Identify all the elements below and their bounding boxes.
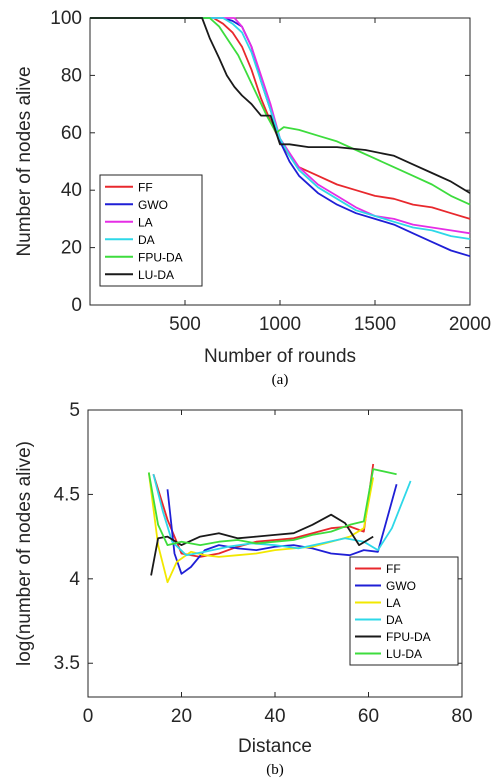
chart-b-x-tick-label: 80 [451,706,472,727]
chart-a-series-line-da [90,17,471,240]
chart-a-x-axis-label: Number of rounds [204,346,356,367]
chart-b-x-tick-label: 20 [171,706,192,727]
chart-a-y-tick-label: 0 [71,295,82,316]
chart-b-x-tick-label: 0 [83,706,94,727]
chart-a-x-tick-label: 1000 [259,314,301,335]
chart-a-y-tick-label: 60 [61,123,82,144]
chart-b-legend [349,556,459,666]
chart-b-y-tick-label: 4.5 [54,484,80,505]
chart-b-y-tick-label: 4 [69,569,80,590]
chart-b-legend-entry: LA [386,596,401,610]
chart-b-x-axis-label: Distance [238,736,312,757]
chart-b-y-axis-label: log(number of nodes alive) [14,441,35,666]
chart-a-y-axis-label: Number of nodes alive [14,66,35,256]
chart-b-legend-entry: DA [386,613,403,627]
chart-b-caption: (b) [266,762,284,778]
chart-a-legend-entry: DA [138,233,155,247]
chart-a-y-tick-label: 100 [50,8,82,29]
chart-a-y-tick-label: 40 [61,180,82,201]
chart-a-legend-entry: GWO [138,198,168,212]
chart-a-series-line-la [90,17,471,235]
chart-a-x-tick-label: 1500 [354,314,396,335]
chart-a: 500 1000 1500 2000 0 20 40 60 80 100 Number of rou… [14,8,491,388]
chart-b-x-tick-label: 40 [264,706,285,727]
chart-a-x-tick-label: 500 [169,314,201,335]
chart-a-legend-entry: FPU-DA [138,250,183,264]
chart-a-series-line-lu-da [90,17,471,194]
chart-a-legend-entry: LA [138,215,153,229]
chart-b-series-line-da [152,473,412,557]
chart-a-legend [99,174,203,287]
chart-a-series-line-fpu-da [90,17,471,206]
chart-b: 0 20 40 60 80 3.5 4 4.5 5 Distance log(number of n… [14,400,473,778]
chart-a-y-tick-label: 80 [61,65,82,86]
chart-b-legend-entry: FF [386,562,401,576]
chart-a-legend-entry: LU-DA [138,268,174,282]
chart-b-legend-entry: LU-DA [386,647,422,661]
chart-b-y-tick-label: 5 [69,400,80,421]
chart-b-x-tick-label: 60 [358,706,379,727]
chart-b-series-group [147,463,412,584]
chart-a-caption: (a) [272,372,289,388]
chart-a-series-group [90,17,471,258]
chart-b-legend-entry: FPU-DA [386,630,431,644]
chart-b-series-line-gwo [166,484,398,575]
chart-b-series-line-fpu-da [150,513,374,576]
chart-a-x-tick-label: 2000 [449,314,491,335]
chart-b-series-line-lu-da [147,468,397,546]
chart-b-legend-entry: GWO [386,579,416,593]
chart-a-legend-entry: FF [138,180,153,194]
chart-a-y-tick-label: 20 [61,238,82,259]
chart-b-y-tick-label: 3.5 [54,653,80,674]
